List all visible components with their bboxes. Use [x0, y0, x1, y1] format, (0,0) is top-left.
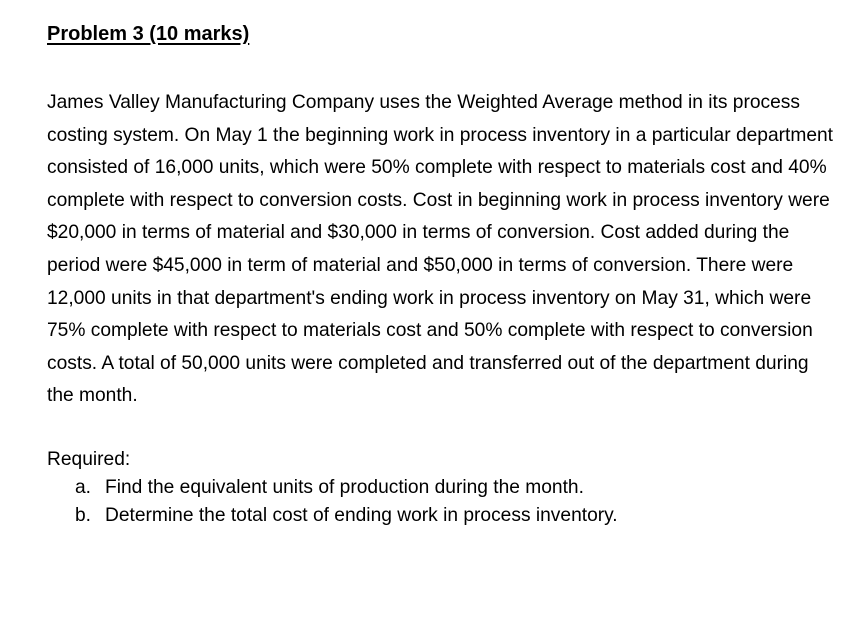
requirement-marker: b.: [75, 504, 92, 526]
required-label: Required:: [47, 448, 131, 470]
requirement-marker: a.: [75, 476, 92, 498]
document-page: Problem 3 (10 marks) James Valley Manufa…: [47, 20, 847, 530]
requirements-list: a. Find the equivalent units of producti…: [47, 474, 847, 530]
requirement-item: b. Determine the total cost of ending wo…: [75, 502, 847, 530]
requirement-text: Find the equivalent units of production …: [105, 476, 584, 498]
requirement-item: a. Find the equivalent units of producti…: [75, 474, 847, 502]
problem-paragraph: James Valley Manufacturing Company uses …: [47, 92, 834, 407]
problem-title: Problem 3 (10 marks): [47, 23, 250, 45]
requirement-text: Determine the total cost of ending work …: [105, 504, 618, 526]
